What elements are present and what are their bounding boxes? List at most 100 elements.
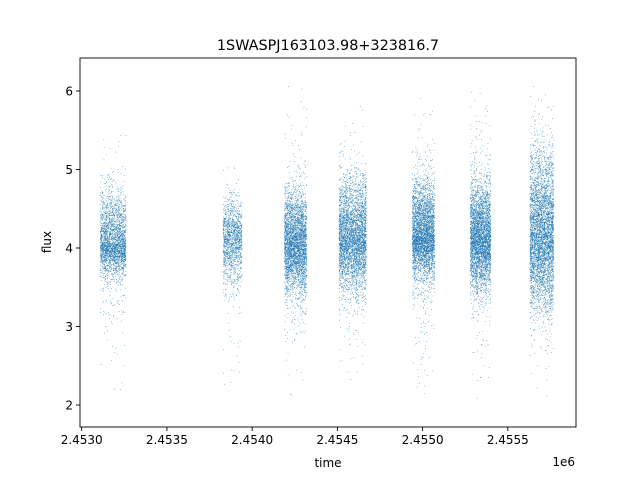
data-point (284, 209, 286, 210)
data-point (298, 267, 300, 269)
data-point (117, 300, 119, 302)
data-point (121, 226, 123, 227)
data-point (120, 201, 121, 203)
data-point (101, 212, 103, 214)
data-point (121, 188, 122, 190)
data-point (231, 250, 233, 252)
data-point (102, 225, 104, 227)
data-point (119, 230, 121, 232)
data-point (227, 281, 229, 282)
data-point (106, 246, 108, 248)
data-point (102, 215, 103, 217)
data-point (103, 261, 104, 263)
data-point (116, 244, 118, 246)
data-point (110, 206, 111, 208)
data-point (113, 178, 115, 180)
data-point (120, 250, 122, 252)
data-point (123, 254, 125, 255)
data-point (224, 242, 226, 244)
data-point (239, 249, 241, 250)
data-point (295, 183, 297, 185)
data-point (229, 190, 231, 192)
data-point (239, 246, 240, 248)
data-point (229, 249, 231, 250)
data-point (227, 238, 229, 240)
data-point (125, 208, 127, 210)
data-point (223, 207, 225, 209)
data-point (235, 228, 237, 230)
data-point (111, 231, 113, 233)
data-point (106, 255, 108, 256)
data-point (103, 247, 105, 249)
data-point (239, 230, 241, 232)
data-point (236, 199, 238, 201)
data-point (120, 239, 121, 241)
data-point (240, 217, 242, 219)
data-point (301, 293, 303, 294)
data-point (301, 259, 303, 261)
data-point (230, 261, 232, 263)
data-point (300, 226, 302, 228)
data-point (287, 270, 289, 271)
data-point (108, 269, 109, 271)
data-point (102, 260, 104, 262)
data-point (239, 233, 240, 234)
data-point (114, 260, 116, 262)
data-point (236, 216, 237, 217)
data-point (116, 257, 118, 259)
data-point (112, 243, 113, 245)
data-point (240, 242, 242, 244)
data-point (100, 196, 102, 198)
data-point (295, 282, 297, 283)
data-point (109, 253, 110, 255)
data-point (234, 268, 236, 269)
data-point (120, 192, 122, 194)
data-point (230, 209, 232, 211)
data-point (236, 217, 237, 219)
data-point (288, 258, 289, 260)
data-point (112, 254, 114, 256)
data-point (285, 230, 286, 232)
data-point (105, 252, 107, 254)
data-point (238, 179, 239, 180)
data-point (109, 251, 110, 252)
data-point (240, 213, 241, 215)
data-point (117, 240, 119, 242)
data-point (238, 251, 240, 252)
data-point (293, 217, 295, 219)
data-point (226, 240, 228, 242)
data-point (113, 170, 114, 172)
data-point (225, 196, 227, 198)
data-point (231, 206, 233, 207)
data-point (300, 294, 301, 296)
data-point (109, 268, 111, 270)
data-point (293, 264, 294, 265)
data-point (108, 219, 110, 221)
data-point (109, 254, 110, 255)
data-point (122, 242, 123, 244)
data-point (122, 230, 124, 231)
data-point (112, 276, 114, 278)
data-point (286, 236, 288, 238)
data-point (118, 233, 120, 235)
data-point (107, 254, 109, 255)
data-point (115, 209, 117, 211)
data-point (231, 218, 233, 219)
data-point (226, 225, 228, 227)
data-point (124, 211, 125, 213)
data-point (304, 230, 306, 232)
data-point (116, 281, 118, 283)
data-point (230, 249, 232, 251)
data-point (112, 197, 113, 198)
data-point (295, 204, 297, 205)
data-point (115, 246, 117, 248)
data-point (113, 179, 115, 181)
data-point (111, 253, 112, 255)
data-point (110, 204, 111, 205)
data-point (287, 263, 289, 265)
data-point (100, 236, 102, 238)
data-point (116, 236, 117, 238)
data-point (107, 253, 109, 254)
data-point (114, 233, 115, 234)
data-point (224, 245, 225, 247)
